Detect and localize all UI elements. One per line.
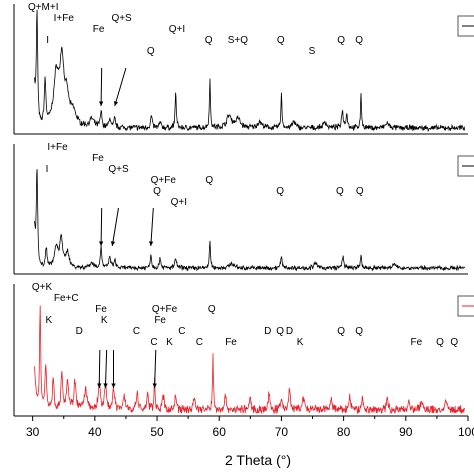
peak-label: Q [355, 35, 363, 46]
series-3-line [34, 305, 465, 415]
peak-label: Q+Fe [151, 175, 177, 186]
peak-label: Q [276, 326, 284, 337]
series-2-line [34, 169, 465, 272]
peak-label: Fe [92, 153, 104, 164]
peak-label: Q [208, 304, 216, 315]
annotation-arrowhead [98, 101, 104, 106]
peak-label: Fe+C [54, 293, 79, 304]
peak-label: Q [356, 186, 364, 197]
annotation-arrowhead [148, 241, 154, 246]
peak-label: Q [277, 35, 285, 46]
peak-label: Q+S [108, 164, 129, 175]
peak-label: C [196, 337, 203, 348]
x-tick-label: 90 [399, 425, 413, 439]
x-tick-label: 80 [337, 425, 351, 439]
peak-label: Q+K [32, 282, 53, 293]
annotation-arrow [100, 67, 103, 107]
peak-label: Q [153, 186, 161, 197]
x-tick-label: 30 [26, 425, 40, 439]
peak-label: Q+M+I [28, 2, 59, 13]
peak-label: Fe [154, 315, 166, 326]
annotation-arrow [98, 349, 101, 389]
x-tick-label: 50 [150, 425, 164, 439]
peak-label: Q [147, 46, 155, 57]
annotation-arrow [111, 207, 119, 247]
annotation-arrow [150, 207, 154, 247]
x-tick-label: 100 [458, 425, 474, 439]
peak-label: D [76, 326, 83, 337]
peak-label: Q+I [171, 197, 187, 208]
chart-panels [13, 4, 474, 417]
peak-label: Q [336, 186, 344, 197]
peak-label: K [166, 337, 173, 348]
peak-label: I+Fe [54, 13, 75, 24]
peak-label: I [46, 35, 49, 46]
peak-label: Q [337, 35, 345, 46]
peak-label: Q [205, 175, 213, 186]
x-tick-label: 40 [88, 425, 102, 439]
peak-label: Q [436, 337, 444, 348]
annotation-arrow [114, 67, 127, 107]
peak-label: Q [355, 326, 363, 337]
peak-label: C [178, 326, 185, 337]
series-1-line [34, 9, 465, 132]
annotation-arrowhead [103, 383, 108, 388]
peak-label: Fe [93, 24, 105, 35]
peak-label: Q+I [169, 24, 185, 35]
peak-label: Q [276, 186, 284, 197]
peak-label: Q [205, 35, 213, 46]
annotation-arrowhead [113, 101, 119, 106]
peak-label: K [297, 337, 304, 348]
annotation-arrow [100, 207, 103, 247]
annotation-arrowhead [111, 383, 116, 388]
peak-label: Fe [225, 337, 237, 348]
peak-label: K [101, 315, 108, 326]
peak-label: I [46, 164, 49, 175]
peak-label: C [150, 337, 157, 348]
peak-label: Q+Fe [152, 304, 178, 315]
peak-label: Q [450, 337, 458, 348]
x-axis: 30 40 50 60 70 80 90 100 [26, 416, 474, 439]
peak-label: D [264, 326, 271, 337]
x-axis-title: 2 Theta (°) [225, 452, 291, 468]
annotation-arrowhead [97, 383, 102, 388]
x-tick-label: 70 [275, 425, 289, 439]
peak-label: C [133, 326, 140, 337]
peak-label: D [286, 326, 293, 337]
peak-label: I+Fe [47, 142, 68, 153]
peak-label: S+Q [228, 35, 249, 46]
peak-label: Fe [95, 304, 107, 315]
x-tick-label: 60 [213, 425, 227, 439]
annotation-arrow [104, 349, 108, 389]
peak-label: Q+S [111, 13, 132, 24]
peak-label: Q [337, 326, 345, 337]
annotation-arrowhead [110, 241, 116, 246]
peak-label: Fe [411, 337, 423, 348]
annotation-arrow [154, 349, 157, 389]
peak-label: S [309, 46, 316, 57]
peak-label: K [45, 315, 52, 326]
annotation-arrowhead [98, 241, 104, 246]
annotation-arrowhead [152, 383, 157, 388]
